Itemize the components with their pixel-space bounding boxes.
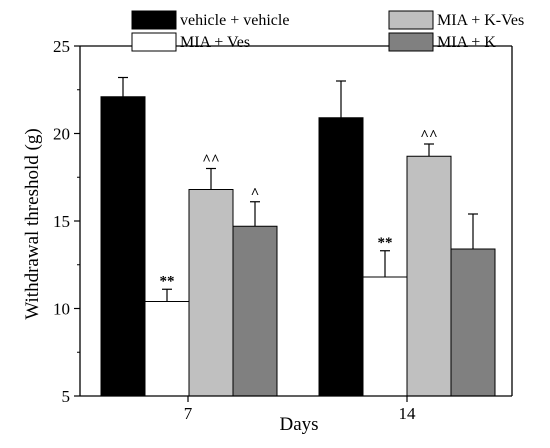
legend: vehicle + vehicle MIA + Ves MIA + K-Ves MIA… [131, 10, 524, 52]
significance-label: ^^ [420, 128, 437, 144]
x-tick-label: 7 [184, 404, 193, 423]
y-tick-label: 20 [53, 125, 70, 144]
bar [188, 189, 234, 397]
y-tick-label: 10 [53, 300, 70, 319]
bar [362, 276, 408, 397]
y-tick-label: 25 [53, 37, 70, 56]
significance-label: ** [160, 273, 175, 289]
legend-swatch [388, 10, 434, 30]
plot-area: **^^^**^^ [100, 76, 496, 397]
legend-label: MIA + K [437, 34, 496, 51]
significance-label: ^^ [202, 153, 219, 169]
bar [100, 96, 146, 397]
significance-label: ^ [251, 186, 260, 202]
legend-label: vehicle + vehicle [180, 12, 289, 29]
legend-swatch [131, 10, 177, 30]
legend-swatch [131, 32, 177, 52]
bar [318, 117, 364, 397]
legend-label: MIA + Ves [180, 34, 250, 51]
y-tick-label: 15 [53, 212, 70, 231]
x-tick-label: 14 [399, 404, 417, 423]
bar [232, 225, 278, 397]
y-tick-label: 5 [62, 387, 71, 406]
bar [144, 301, 190, 397]
legend-label: MIA + K-Ves [437, 12, 524, 29]
significance-label: ** [378, 235, 393, 251]
y-axis-title: Withdrawal threshold (g) [22, 128, 43, 319]
bar [406, 155, 452, 397]
legend-swatch [388, 32, 434, 52]
bar [450, 248, 496, 397]
x-axis-title: Days [279, 414, 318, 435]
